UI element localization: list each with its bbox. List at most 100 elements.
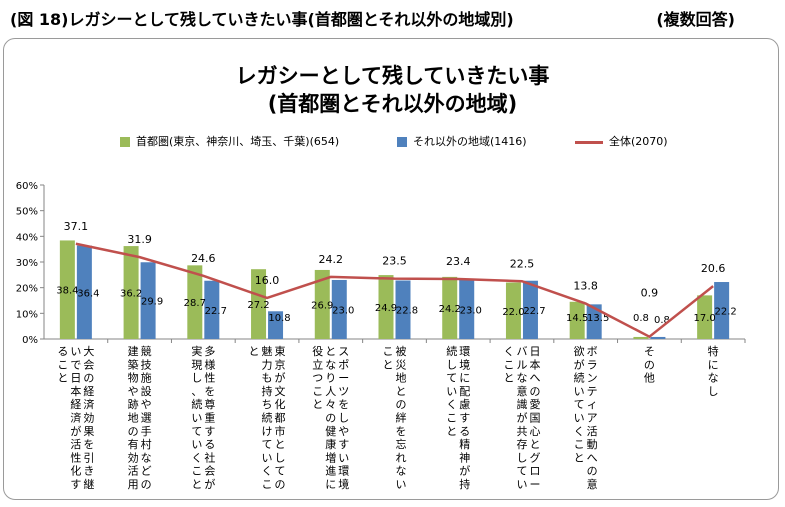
x-category-char: 役 [312, 344, 323, 358]
x-category-char: 意 [587, 477, 598, 491]
x-category-char: な [516, 372, 527, 385]
x-category-char: と [57, 372, 68, 385]
x-category-char: い [396, 478, 407, 491]
data-label-other: 13.5 [587, 313, 609, 324]
x-category-char: 地 [128, 412, 139, 425]
x-category-char: 跡 [128, 397, 139, 411]
x-category-char: い [262, 451, 273, 464]
y-tick-label: 10% [16, 309, 38, 320]
x-category-char: 築 [128, 357, 139, 371]
bar-other [331, 279, 347, 339]
data-label-other: 22.2 [715, 307, 737, 318]
x-category-char: 環 [459, 345, 470, 358]
legend-label-total: 全体(2070) [609, 135, 668, 148]
x-category-char: や [128, 385, 139, 398]
x-category-char: 設 [141, 384, 152, 398]
bar-other [204, 280, 220, 339]
x-category-char: 済 [70, 411, 81, 425]
x-category-char: て [262, 438, 273, 451]
x-category-char: 重 [204, 411, 215, 425]
x-category-char: ー [529, 478, 540, 491]
x-category-char: い [191, 412, 202, 425]
x-category-char: 本 [529, 357, 540, 371]
x-category-char: 技 [141, 358, 152, 371]
legend-item-total: 全体(2070) [575, 135, 668, 149]
x-category-char: て [516, 465, 527, 478]
data-label-capital: 14.5 [566, 313, 588, 324]
x-category-char: が [70, 424, 81, 438]
data-label-total: 0.9 [641, 287, 659, 300]
data-label-other: 22.8 [396, 306, 418, 317]
x-category-char: 動 [587, 437, 598, 451]
x-category-char: こ [262, 478, 273, 491]
x-category-char: と [249, 345, 260, 358]
x-category-char: 建 [128, 344, 139, 358]
x-category-char: 東 [275, 345, 286, 358]
x-category-char: ボ [587, 345, 598, 358]
legend-label-other: それ以外の地域(1416) [413, 135, 527, 148]
data-label-other: 23.0 [332, 305, 354, 316]
x-category-char: テ [587, 385, 598, 398]
x-category-char: も [262, 372, 273, 385]
x-category-char: 競 [141, 344, 152, 358]
x-category-char: い [70, 345, 81, 358]
x-category-char: と [325, 345, 336, 358]
bar-capital [59, 240, 75, 339]
x-category-char: 魅 [262, 344, 273, 358]
x-category-char: 活 [128, 465, 139, 478]
x-category-char: な [325, 358, 336, 371]
x-category-char: 続 [574, 371, 585, 385]
x-category-char: 化 [70, 464, 81, 478]
x-category-char: 市 [275, 424, 286, 438]
x-category-char: 被 [396, 345, 407, 358]
x-category-char: 力 [262, 358, 273, 371]
x-category-char: へ [587, 451, 598, 464]
bar-capital [633, 336, 649, 339]
x-category-char: 愛 [529, 398, 540, 411]
x-category-char: と [574, 451, 585, 464]
x-category-char: す [70, 478, 81, 491]
data-label-other: 22.7 [523, 306, 545, 317]
x-category-char: つ [312, 372, 323, 385]
data-label-capital: 17.0 [694, 313, 716, 324]
x-category-char: れ [396, 451, 407, 464]
x-category-char: こ [312, 385, 323, 398]
x-category-char: る [57, 345, 68, 358]
x-category-char: 選 [141, 412, 152, 425]
bar-other [140, 262, 156, 339]
x-category-char: 健 [325, 425, 336, 438]
x-category-char: 活 [587, 425, 598, 438]
bar-other [522, 280, 538, 339]
x-category-char: と [312, 398, 323, 411]
x-category-char: と [503, 372, 514, 385]
bar-other [76, 245, 92, 339]
x-category-char: い [574, 412, 585, 425]
x-category-char: 人 [325, 385, 336, 398]
x-category-char: 経 [70, 398, 81, 411]
x-category-char: 効 [128, 450, 139, 464]
line-total [75, 242, 714, 339]
bar-other [650, 336, 666, 339]
x-category-char: 康 [325, 437, 336, 451]
x-category-char: を [83, 438, 94, 451]
x-category-char: 持 [262, 384, 273, 398]
x-category-char: 文 [275, 384, 286, 398]
x-category-char: 精 [459, 438, 470, 451]
x-category-char: ポ [338, 358, 349, 371]
y-tick-label: 50% [16, 207, 38, 218]
x-category-char: が [516, 411, 527, 425]
data-label-total: 24.2 [319, 253, 344, 266]
data-label-capital: 0.8 [633, 313, 649, 324]
x-category-char: 配 [459, 385, 470, 398]
x-category-char: ロ [529, 465, 540, 478]
bar-other [459, 279, 475, 339]
x-category-char: 国 [529, 412, 540, 425]
x-category-char: い [191, 438, 202, 451]
